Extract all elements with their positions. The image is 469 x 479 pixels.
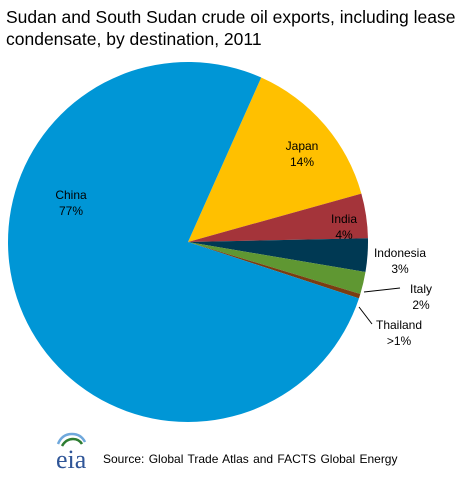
footer: eia Source: Global Trade Atlas and FACTS… <box>0 428 469 476</box>
pie-slice-japan <box>188 77 362 242</box>
leader-line <box>358 306 373 325</box>
slice-label-value: 2% <box>412 298 430 312</box>
pie-slice-india <box>188 193 368 242</box>
pie-slice-indonesia <box>188 238 368 273</box>
pie-slice-italy <box>188 242 366 295</box>
slice-label-name: China <box>55 188 87 202</box>
chart-title: Sudan and South Sudan crude oil exports,… <box>6 7 456 49</box>
slice-label-name: Italy <box>410 282 432 296</box>
leader-line <box>363 287 401 293</box>
pie-chart: Japan 14% India 4% China 77% Indonesia 3… <box>8 62 432 423</box>
slice-label-value: 3% <box>391 262 409 276</box>
source-note: Source: Global Trade Atlas and FACTS Glo… <box>103 452 398 466</box>
slice-label-name: Japan <box>286 139 319 153</box>
pie-slices <box>8 62 368 423</box>
slice-label-name: India <box>331 212 357 226</box>
slice-label-name: Thailand <box>376 318 422 332</box>
pie-slice-china <box>8 62 359 423</box>
slice-label-name: Indonesia <box>374 246 426 260</box>
pie-slice-thailand <box>188 242 361 299</box>
eia-logo-icon: eia <box>56 432 87 474</box>
svg-text:eia: eia <box>56 445 87 474</box>
slice-label-value: 4% <box>335 228 353 242</box>
leader-lines <box>358 287 401 325</box>
slice-label-value: >1% <box>387 334 412 348</box>
slice-label-value: 77% <box>59 204 83 218</box>
slice-label-value: 14% <box>290 155 314 169</box>
